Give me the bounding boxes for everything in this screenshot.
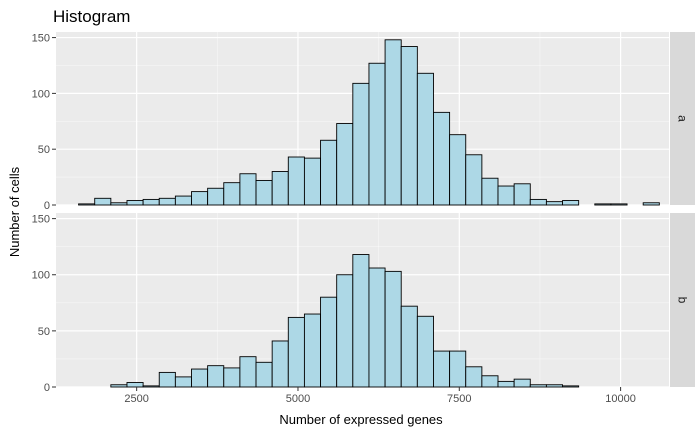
histogram-bar bbox=[513, 378, 531, 388]
histogram-bar bbox=[239, 356, 257, 388]
y-tick-label: 50 bbox=[38, 326, 50, 338]
histogram-bar bbox=[110, 384, 128, 388]
histogram-bar bbox=[271, 171, 289, 206]
histogram-bar bbox=[303, 157, 322, 206]
histogram-bar bbox=[287, 316, 305, 388]
histogram-bar bbox=[610, 203, 628, 206]
histogram-bar bbox=[529, 384, 547, 388]
histogram-bar bbox=[368, 267, 386, 388]
histogram-bar bbox=[416, 72, 434, 206]
facet-strip bbox=[670, 32, 695, 205]
histogram-bar bbox=[465, 154, 483, 206]
histogram-bar bbox=[545, 201, 563, 206]
y-tick-label: 150 bbox=[32, 214, 50, 226]
histogram-bar bbox=[287, 156, 305, 206]
histogram-bar bbox=[191, 191, 209, 206]
histogram-bar bbox=[449, 134, 467, 206]
histogram-bar bbox=[368, 62, 386, 206]
histogram-bar bbox=[642, 202, 660, 206]
histogram-bar bbox=[126, 200, 144, 206]
histogram-bar bbox=[497, 185, 515, 206]
histogram-bar bbox=[255, 361, 273, 388]
facet-strip-label: a bbox=[676, 115, 690, 122]
histogram-bar bbox=[545, 384, 563, 388]
x-tick-label: 7500 bbox=[447, 393, 471, 405]
histogram-bar bbox=[336, 274, 354, 388]
histogram-bar bbox=[449, 350, 467, 388]
histogram-bar bbox=[78, 203, 96, 206]
x-tick-label: 2500 bbox=[124, 393, 148, 405]
histogram-bar bbox=[497, 380, 515, 388]
x-tick-label: 10000 bbox=[605, 393, 636, 405]
histogram-bar bbox=[223, 367, 241, 388]
histogram-bar bbox=[481, 177, 499, 206]
histogram-bar bbox=[562, 200, 580, 206]
histogram-bar bbox=[126, 382, 144, 388]
histogram-bar bbox=[433, 350, 451, 388]
histogram-bar bbox=[223, 182, 241, 206]
y-tick-label: 0 bbox=[44, 382, 50, 394]
histogram-bar bbox=[352, 254, 370, 388]
histogram-bar bbox=[513, 183, 531, 206]
histogram-bar bbox=[352, 82, 370, 206]
histogram-bar bbox=[174, 195, 192, 206]
facet-strip bbox=[670, 213, 695, 387]
histogram-bar bbox=[384, 270, 402, 388]
histogram-bar bbox=[481, 375, 499, 388]
histogram-bar bbox=[465, 366, 483, 388]
histogram-bar bbox=[320, 139, 338, 206]
histogram-bar bbox=[433, 111, 451, 206]
histogram-bar bbox=[303, 313, 322, 388]
histogram-bar bbox=[336, 123, 354, 206]
histogram-bar bbox=[174, 376, 192, 388]
facet-panel-b: 0 50 100 150 b bbox=[32, 213, 695, 394]
x-tick-label: 5000 bbox=[286, 393, 310, 405]
histogram-bar bbox=[158, 371, 176, 388]
histogram-bar bbox=[207, 187, 225, 206]
histogram-bar bbox=[110, 202, 128, 206]
histogram-bar bbox=[400, 305, 418, 388]
histogram-bar bbox=[255, 179, 273, 206]
histogram-bar bbox=[594, 203, 612, 206]
chart-title: Histogram bbox=[53, 7, 130, 26]
histogram-bar bbox=[207, 365, 225, 388]
histogram-bar bbox=[94, 197, 112, 206]
y-tick-label: 100 bbox=[32, 88, 50, 100]
y-axis-title: Number of cells bbox=[7, 166, 22, 257]
histogram-bar bbox=[239, 173, 257, 206]
facet-strip-label: b bbox=[676, 297, 690, 304]
histogram-bar bbox=[142, 198, 160, 206]
histogram-bar bbox=[400, 46, 418, 206]
y-tick-label: 100 bbox=[32, 270, 50, 282]
histogram-bar bbox=[158, 197, 176, 206]
histogram-bar bbox=[562, 385, 580, 388]
histogram-bar bbox=[320, 296, 338, 388]
x-axis-title: Number of expressed genes bbox=[279, 412, 443, 427]
y-tick-label: 50 bbox=[38, 144, 50, 156]
histogram-bar bbox=[191, 368, 209, 388]
y-tick-label: 150 bbox=[32, 33, 50, 45]
y-tick-label: 0 bbox=[44, 200, 50, 212]
histogram-bar bbox=[271, 340, 289, 388]
histogram-bar bbox=[142, 385, 160, 388]
histogram-bar bbox=[416, 315, 434, 388]
histogram-bar bbox=[384, 39, 402, 206]
facet-panel-a: 0 50 100 150 a bbox=[32, 32, 695, 212]
histogram-bar bbox=[529, 198, 547, 206]
